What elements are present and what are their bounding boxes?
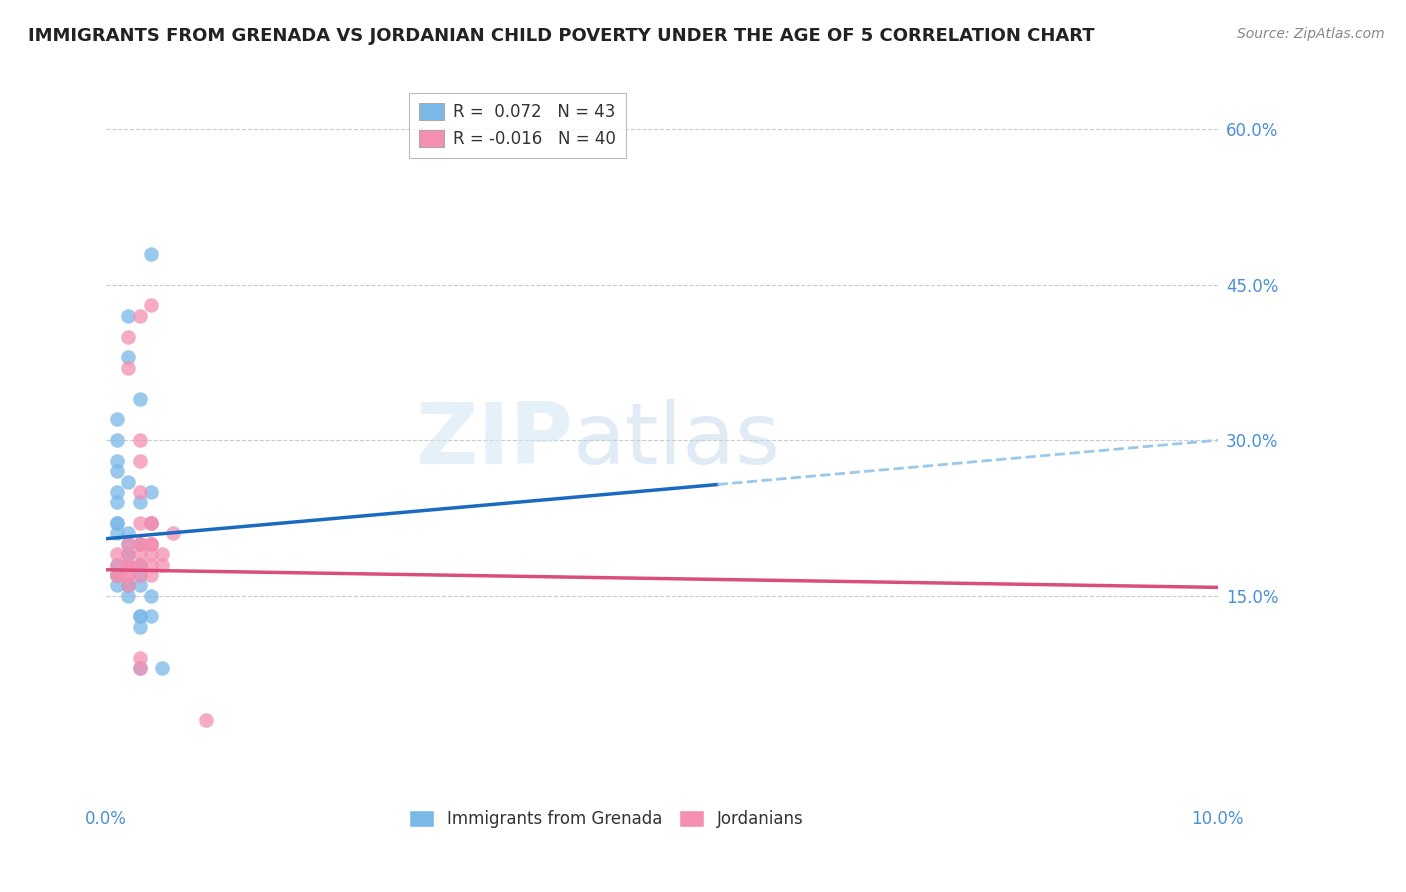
Point bbox=[128, 568, 150, 582]
Point bbox=[128, 392, 150, 406]
Point bbox=[128, 537, 150, 551]
Point bbox=[105, 454, 128, 468]
Point bbox=[117, 547, 139, 561]
Point bbox=[105, 516, 128, 530]
Point bbox=[139, 537, 162, 551]
Point bbox=[128, 558, 150, 572]
Point bbox=[150, 547, 173, 561]
Point bbox=[139, 485, 162, 500]
Point bbox=[117, 578, 139, 592]
Point bbox=[139, 516, 162, 530]
Point bbox=[139, 537, 162, 551]
Point bbox=[117, 568, 139, 582]
Point bbox=[117, 558, 139, 572]
Point bbox=[117, 578, 139, 592]
Point bbox=[105, 568, 128, 582]
Point bbox=[105, 558, 128, 572]
Legend: Immigrants from Grenada, Jordanians: Immigrants from Grenada, Jordanians bbox=[402, 803, 811, 835]
Point bbox=[128, 516, 150, 530]
Point bbox=[105, 578, 128, 592]
Point bbox=[150, 661, 173, 675]
Point bbox=[105, 433, 128, 447]
Point bbox=[139, 547, 162, 561]
Point bbox=[105, 516, 128, 530]
Point bbox=[117, 589, 139, 603]
Point bbox=[139, 516, 162, 530]
Point bbox=[128, 558, 150, 572]
Point bbox=[117, 558, 139, 572]
Point bbox=[117, 568, 139, 582]
Point bbox=[128, 454, 150, 468]
Point bbox=[117, 547, 139, 561]
Point bbox=[105, 485, 128, 500]
Point bbox=[128, 609, 150, 624]
Text: ZIP: ZIP bbox=[415, 399, 574, 482]
Point bbox=[117, 526, 139, 541]
Point bbox=[105, 547, 128, 561]
Point bbox=[117, 578, 139, 592]
Point bbox=[128, 537, 150, 551]
Point bbox=[128, 485, 150, 500]
Text: Source: ZipAtlas.com: Source: ZipAtlas.com bbox=[1237, 27, 1385, 41]
Point bbox=[139, 246, 162, 260]
Point bbox=[139, 609, 162, 624]
Point bbox=[128, 537, 150, 551]
Point bbox=[139, 516, 162, 530]
Point bbox=[128, 547, 150, 561]
Point bbox=[128, 578, 150, 592]
Point bbox=[117, 537, 139, 551]
Point bbox=[195, 713, 218, 727]
Point bbox=[105, 558, 128, 572]
Point bbox=[105, 568, 128, 582]
Point bbox=[105, 495, 128, 509]
Point bbox=[128, 537, 150, 551]
Point bbox=[139, 298, 162, 312]
Text: IMMIGRANTS FROM GRENADA VS JORDANIAN CHILD POVERTY UNDER THE AGE OF 5 CORRELATIO: IMMIGRANTS FROM GRENADA VS JORDANIAN CHI… bbox=[28, 27, 1095, 45]
Point bbox=[162, 526, 184, 541]
Point bbox=[117, 558, 139, 572]
Point bbox=[128, 661, 150, 675]
Point bbox=[117, 351, 139, 365]
Point bbox=[117, 360, 139, 375]
Point bbox=[128, 620, 150, 634]
Point bbox=[117, 475, 139, 489]
Point bbox=[128, 661, 150, 675]
Text: atlas: atlas bbox=[574, 399, 782, 482]
Point bbox=[117, 329, 139, 343]
Point bbox=[128, 495, 150, 509]
Point bbox=[128, 558, 150, 572]
Point bbox=[150, 558, 173, 572]
Point bbox=[139, 568, 162, 582]
Point bbox=[117, 578, 139, 592]
Point bbox=[105, 568, 128, 582]
Point bbox=[105, 412, 128, 426]
Point bbox=[105, 526, 128, 541]
Point bbox=[105, 464, 128, 478]
Point bbox=[128, 651, 150, 665]
Point bbox=[139, 589, 162, 603]
Point bbox=[128, 433, 150, 447]
Point bbox=[128, 609, 150, 624]
Point bbox=[117, 537, 139, 551]
Point bbox=[128, 558, 150, 572]
Point bbox=[128, 309, 150, 323]
Point bbox=[139, 537, 162, 551]
Point bbox=[128, 568, 150, 582]
Point bbox=[105, 568, 128, 582]
Point bbox=[117, 547, 139, 561]
Point bbox=[117, 309, 139, 323]
Point bbox=[117, 558, 139, 572]
Point bbox=[139, 558, 162, 572]
